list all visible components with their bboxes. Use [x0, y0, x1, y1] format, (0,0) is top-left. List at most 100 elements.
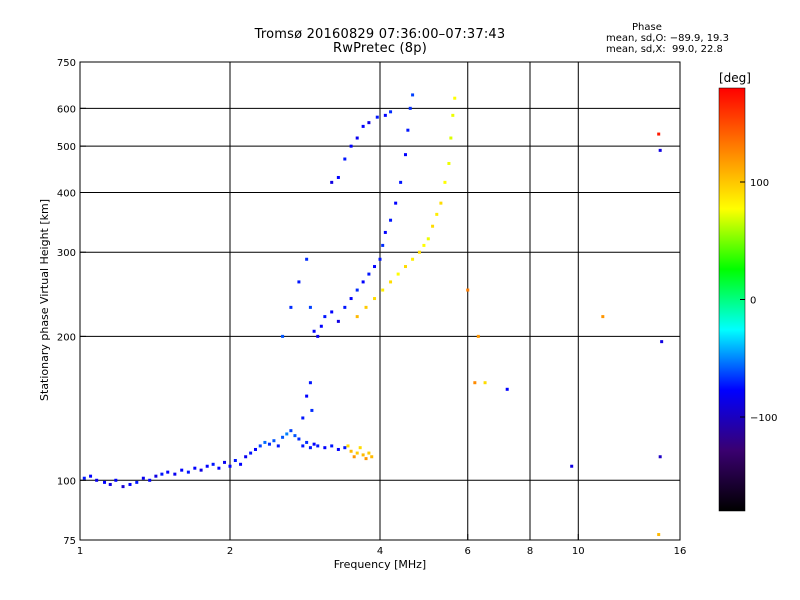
- data-point: [308, 446, 312, 450]
- x-tick-label: 2: [227, 546, 233, 557]
- data-point: [403, 153, 407, 157]
- data-point: [108, 482, 112, 486]
- stats-heading: Phase: [632, 22, 662, 33]
- data-point: [453, 96, 457, 100]
- data-point: [381, 288, 385, 292]
- data-point: [330, 180, 334, 184]
- data-point: [403, 265, 407, 269]
- stats-mean-x: mean, sd,X: 99.0, 22.8: [606, 44, 723, 55]
- data-point: [346, 444, 350, 448]
- data-point: [281, 435, 285, 439]
- data-point: [399, 180, 403, 184]
- x-tick-label: 4: [377, 546, 383, 557]
- data-point: [381, 243, 385, 247]
- data-point: [383, 230, 387, 234]
- data-point: [141, 476, 145, 480]
- data-point: [443, 180, 447, 184]
- y-tick-label: 100: [57, 476, 76, 487]
- data-point: [281, 334, 285, 338]
- data-point: [308, 381, 312, 385]
- data-point: [308, 305, 312, 309]
- data-point: [82, 476, 86, 480]
- stats-mean-o: mean, sd,O: −89.9, 19.3: [606, 33, 729, 44]
- data-point: [316, 334, 320, 338]
- data-point: [128, 482, 132, 486]
- data-point: [343, 446, 347, 450]
- x-tick-label: 8: [527, 546, 533, 557]
- data-point: [244, 455, 248, 459]
- data-point: [336, 319, 340, 323]
- data-point: [370, 455, 374, 459]
- data-point: [389, 110, 393, 114]
- data-point: [431, 224, 435, 228]
- data-point: [406, 128, 410, 132]
- data-point: [570, 464, 574, 468]
- data-point: [435, 212, 439, 216]
- data-point: [330, 444, 334, 448]
- data-point: [301, 444, 305, 448]
- y-tick-label: 75: [63, 536, 76, 547]
- data-point: [330, 310, 334, 314]
- data-point: [367, 121, 371, 125]
- data-point: [305, 440, 309, 444]
- data-point: [361, 280, 365, 284]
- data-point: [205, 464, 209, 468]
- data-point: [373, 265, 377, 269]
- data-points: [82, 93, 664, 537]
- axis-ticks: 1 2 4 6 8 10 16 75 100 200 300 400 500 600 750: [57, 58, 686, 557]
- x-tick-label: 16: [674, 546, 687, 557]
- data-point: [483, 381, 487, 385]
- data-point: [166, 470, 170, 474]
- data-point: [285, 432, 289, 436]
- colorbar-tick-label: 0: [750, 296, 756, 307]
- data-point: [312, 329, 316, 333]
- data-point: [375, 115, 379, 119]
- data-point: [343, 157, 347, 161]
- data-point: [267, 442, 271, 446]
- y-tick-label: 750: [57, 58, 76, 69]
- data-point: [297, 437, 301, 441]
- data-point: [361, 124, 365, 128]
- colorbar-tick-label: −100: [750, 413, 777, 424]
- colorbar-ticks: 100 0 −100: [740, 178, 777, 424]
- data-point: [148, 478, 152, 482]
- data-point: [95, 478, 99, 482]
- y-tick-label: 200: [57, 332, 76, 343]
- data-point: [323, 446, 327, 450]
- grid-lines: [80, 62, 680, 540]
- data-point: [439, 201, 443, 205]
- x-tick-label: 1: [77, 546, 83, 557]
- data-point: [233, 458, 237, 462]
- x-axis-label: Frequency [MHz]: [334, 558, 426, 571]
- data-point: [658, 455, 662, 459]
- data-point: [383, 113, 387, 117]
- y-tick-label: 600: [57, 104, 76, 115]
- data-point: [364, 457, 368, 461]
- data-point: [349, 449, 353, 453]
- data-point: [121, 485, 125, 489]
- data-point: [154, 474, 158, 478]
- data-point: [289, 429, 293, 433]
- data-point: [451, 113, 455, 117]
- data-point: [473, 381, 477, 385]
- data-point: [228, 464, 232, 468]
- data-point: [355, 451, 359, 455]
- data-point: [601, 315, 605, 319]
- data-point: [361, 453, 365, 457]
- data-point: [199, 468, 203, 472]
- data-point: [657, 533, 661, 537]
- data-point: [193, 466, 197, 470]
- data-point: [411, 257, 415, 261]
- data-point: [426, 237, 430, 241]
- data-point: [367, 451, 371, 455]
- data-point: [389, 218, 393, 222]
- data-point: [355, 288, 359, 292]
- data-point: [367, 272, 371, 276]
- data-point: [658, 148, 662, 152]
- data-point: [349, 144, 353, 148]
- data-point: [378, 257, 382, 261]
- data-point: [505, 387, 509, 391]
- data-point: [343, 305, 347, 309]
- data-point: [394, 201, 398, 205]
